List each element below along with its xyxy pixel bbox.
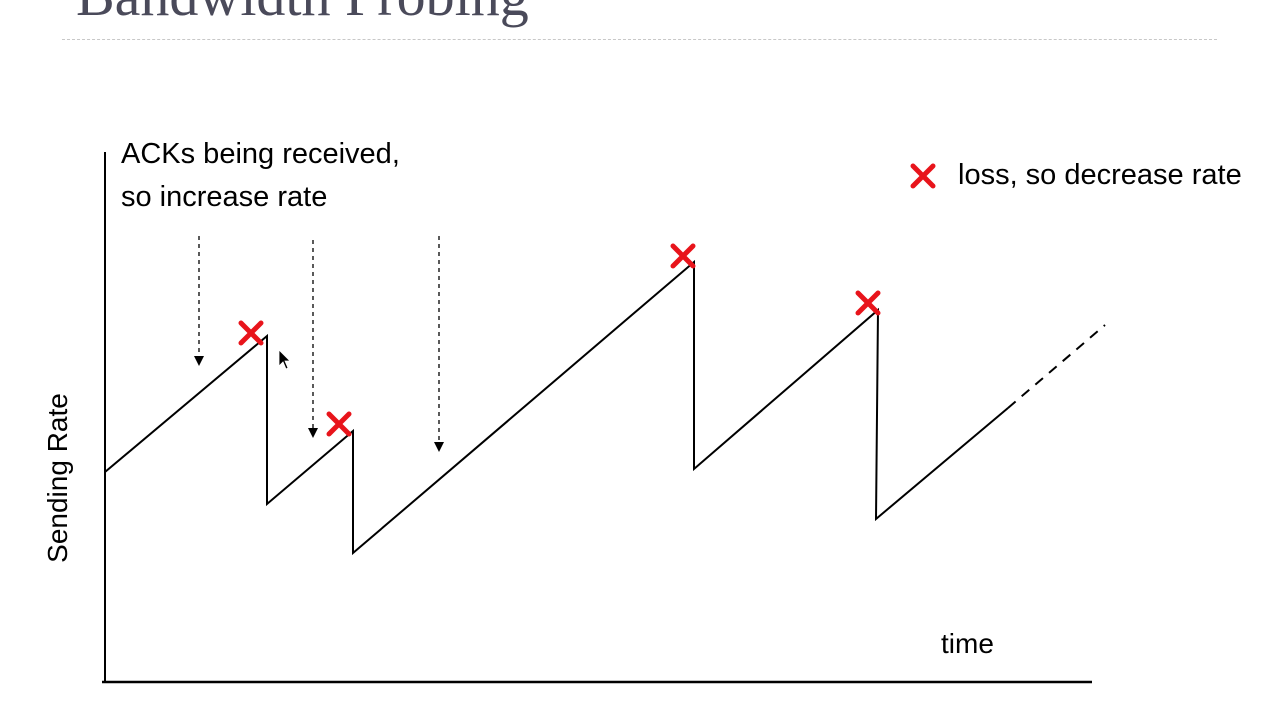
ack-annotation: ACKs being received, so increase rate bbox=[121, 133, 400, 219]
x-mark-icon bbox=[326, 411, 352, 437]
mouse-pointer-icon bbox=[278, 349, 291, 370]
sending-rate-line bbox=[104, 259, 1009, 556]
slide-title: Bandwidth Probing bbox=[76, 0, 529, 25]
title-divider bbox=[62, 39, 1217, 40]
x-mark-icon bbox=[855, 290, 881, 316]
ack-annotation-line2: so increase rate bbox=[121, 181, 328, 213]
legend-x-mark-icon bbox=[910, 163, 936, 189]
x-axis-label: time bbox=[941, 628, 994, 659]
ack-annotation-line1: ACKs being received, bbox=[121, 138, 400, 170]
ack-arrow bbox=[308, 240, 318, 438]
ack-arrow bbox=[434, 236, 444, 452]
x-mark-icon bbox=[238, 320, 264, 346]
projected-rate-line bbox=[1007, 324, 1106, 409]
legend-label: loss, so decrease rate bbox=[958, 159, 1242, 191]
x-mark-icon bbox=[670, 243, 696, 269]
y-axis-label: Sending Rate bbox=[42, 393, 73, 563]
ack-arrow bbox=[194, 236, 204, 366]
